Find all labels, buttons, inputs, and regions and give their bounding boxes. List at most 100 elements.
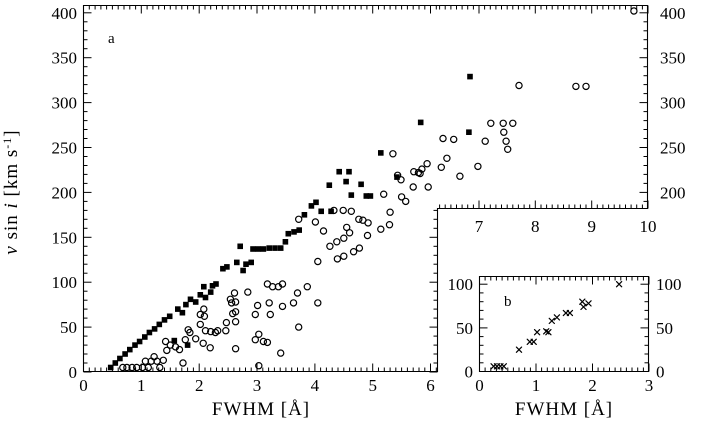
data-point-circle [339,206,347,215]
panel-a-ticks [83,5,649,373]
data-point-square [318,208,324,215]
data-point-circle [502,137,510,145]
data-point-circle [200,305,208,313]
data-point-circle [266,310,274,319]
tick-label: 10 [640,217,657,236]
data-point-cross [585,300,592,307]
y-axis-label: v sin i [km s-1] [0,129,22,254]
data-point-circle [230,289,239,297]
tick-label: 100 [52,273,78,292]
data-point-circle [582,82,590,91]
data-point-cross [533,329,541,336]
panel-b-frame [478,275,650,373]
tick-label: 350 [660,49,686,68]
data-point-circle [251,310,259,319]
data-point-circle [278,280,287,288]
data-point-square [394,174,400,180]
data-point-circle [314,257,322,266]
data-point-circle [314,299,322,307]
data-point-square [296,227,302,233]
data-point-square [237,243,243,250]
data-point-circle [343,223,351,232]
panel-b-letter: b [504,294,512,310]
data-point-square [166,313,173,320]
data-point-square [209,283,216,289]
data-point-circle [265,299,273,307]
data-point-circle [128,363,136,372]
data-point-circle [293,289,302,297]
data-point-circle [200,312,209,320]
data-point-circle [397,176,405,184]
data-point-circle [345,229,354,237]
panel-b-cross-points [490,281,623,370]
tick-label: 3 [253,376,262,395]
data-point-cross [530,338,537,345]
data-point-square [127,346,133,353]
tick-label: 0 [69,363,78,382]
data-point-square [466,129,472,135]
data-point-square [308,203,315,209]
tick-label: 100 [448,275,474,294]
panel-b-border [478,275,650,373]
data-point-square [291,229,297,235]
data-point-square [156,321,163,328]
data-point-circle [119,363,127,372]
data-point-cross [545,329,552,336]
data-point-square [117,355,123,362]
data-point-square [378,150,384,156]
tick-label: 300 [52,94,78,113]
data-point-circle [206,327,215,336]
data-point-circle [144,363,152,372]
data-point-cross [500,363,507,370]
data-point-circle [330,206,338,215]
data-point-square [107,364,114,371]
data-point-circle [355,215,363,223]
tick-label: 1 [137,376,146,395]
data-point-circle [244,288,252,296]
data-point-circle [630,7,638,15]
data-point-square [255,246,261,252]
data-point-square [250,246,256,252]
data-point-square [301,212,308,218]
x-axis-label-inset: FWHM [Å] [515,399,613,420]
data-point-cross [566,309,574,317]
data-point-circle [231,308,240,316]
data-point-cross [579,298,586,305]
data-point-circle [156,363,164,372]
tick-label: 0 [656,363,665,382]
data-point-square [367,193,374,199]
data-point-square [336,168,342,175]
tick-label: 150 [52,228,78,247]
data-point-square [171,337,178,344]
data-point-circle [333,255,342,263]
data-point-circle [380,190,388,198]
data-point-circle [206,344,214,352]
data-point-circle [456,172,464,180]
data-point-square [184,342,191,348]
tick-label: 5 [368,376,377,395]
data-point-cross [553,314,561,321]
data-point-square [358,181,364,188]
tick-label: 0 [475,376,484,395]
tick-label: 250 [660,139,686,158]
data-point-square [326,182,333,188]
data-point-circle [319,227,328,235]
data-point-square [142,334,148,340]
data-point-circle [277,349,285,357]
data-point-circle [295,215,303,223]
data-point-circle [222,327,230,335]
data-point-circle [222,318,231,327]
tick-label: 7 [475,217,484,236]
data-point-square [234,259,240,266]
data-point-square [192,299,199,305]
data-point-cross [580,303,587,311]
data-point-cross [615,281,623,288]
data-point-circle [423,159,431,168]
tick-label: 400 [52,4,78,23]
data-point-circle [231,318,240,326]
data-point-circle [363,231,372,240]
data-point-circle [504,145,512,153]
panel-a-letter: a [108,31,115,47]
data-point-circle [437,163,445,171]
